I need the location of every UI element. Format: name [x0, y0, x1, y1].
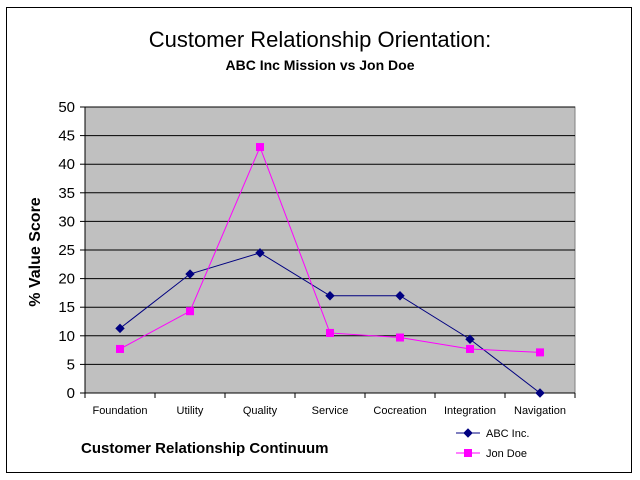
legend-marker [463, 428, 473, 438]
data-point-series-1 [185, 269, 195, 279]
y-tick-label: 15 [58, 299, 75, 316]
x-axis-label: Customer Relationship Continuum [81, 440, 329, 457]
data-point-series-2 [326, 328, 334, 337]
legend-label: Jon Doe [486, 448, 527, 460]
data-point-series-1 [535, 388, 545, 398]
y-tick-label: 35 [58, 185, 75, 202]
x-tick-label: Utility [177, 405, 204, 417]
chart-subtitle: ABC Inc Mission vs Jon Doe [225, 57, 415, 73]
data-point-series-2 [256, 143, 264, 152]
data-point-series-1 [255, 248, 265, 258]
x-tick-label: Foundation [92, 405, 147, 417]
x-tick-label: Navigation [514, 405, 566, 417]
data-point-series-1 [465, 334, 475, 344]
data-point-series-2 [466, 344, 474, 353]
y-tick-label: 50 [58, 99, 75, 116]
y-tick-label: 20 [58, 271, 75, 288]
y-tick-label: 5 [67, 356, 75, 373]
legend-marker [464, 449, 472, 457]
data-point-series-1 [395, 291, 405, 301]
data-point-series-2 [116, 344, 124, 353]
data-point-series-2 [536, 348, 544, 357]
x-tick-label: Cocreation [373, 405, 426, 417]
y-tick-label: 10 [58, 328, 75, 345]
chart-frame [6, 7, 632, 473]
x-tick-label: Service [312, 405, 349, 417]
y-tick-label: 25 [58, 242, 75, 259]
y-tick-label: 40 [58, 156, 75, 173]
y-tick-label: 0 [67, 385, 75, 402]
data-point-series-2 [186, 307, 194, 316]
data-point-series-1 [115, 323, 125, 334]
y-tick-label: 45 [58, 128, 75, 145]
x-tick-label: Integration [444, 405, 496, 417]
data-point-series-2 [396, 333, 404, 342]
legend-label: ABC Inc. [486, 428, 529, 440]
y-tick-label: 30 [58, 213, 75, 230]
chart-title: Customer Relationship Orientation: [148, 27, 492, 52]
x-tick-label: Quality [243, 405, 278, 417]
data-point-series-1 [325, 291, 335, 301]
